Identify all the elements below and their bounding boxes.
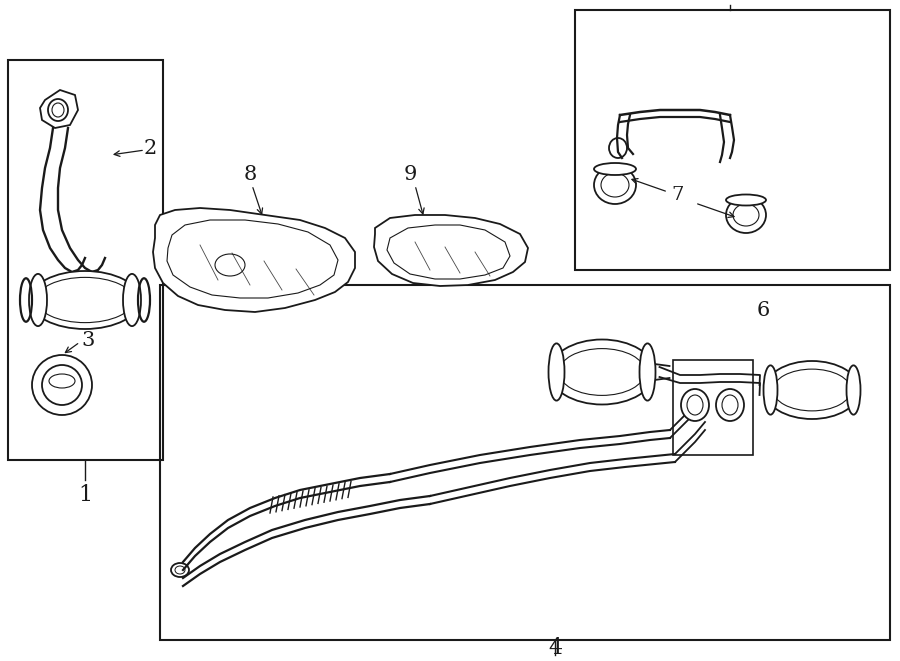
Bar [575,10,890,270]
Ellipse shape [171,563,189,577]
Text: 8: 8 [243,165,256,184]
Ellipse shape [847,366,860,414]
Polygon shape [153,208,355,312]
Ellipse shape [123,274,141,326]
Bar [8,60,163,460]
Ellipse shape [29,274,47,326]
Circle shape [32,355,92,415]
Polygon shape [374,215,528,286]
Polygon shape [40,90,78,128]
Ellipse shape [726,194,766,206]
Text: 5: 5 [723,0,737,3]
Ellipse shape [594,163,636,175]
Ellipse shape [716,389,744,421]
Ellipse shape [640,344,655,401]
Ellipse shape [594,166,636,204]
Bar [673,360,753,455]
Text: 2: 2 [143,139,157,157]
Ellipse shape [48,99,68,121]
Ellipse shape [548,344,564,401]
Text: 6: 6 [756,301,770,319]
Ellipse shape [764,361,860,419]
Ellipse shape [763,366,778,414]
Text: 4: 4 [548,637,562,659]
Ellipse shape [550,340,654,405]
Text: 9: 9 [403,165,417,184]
Ellipse shape [726,197,766,233]
Text: 3: 3 [81,330,94,350]
Ellipse shape [681,389,709,421]
Bar [160,285,890,640]
Text: 7: 7 [671,186,684,204]
Text: 1: 1 [78,484,92,506]
Ellipse shape [30,271,140,329]
